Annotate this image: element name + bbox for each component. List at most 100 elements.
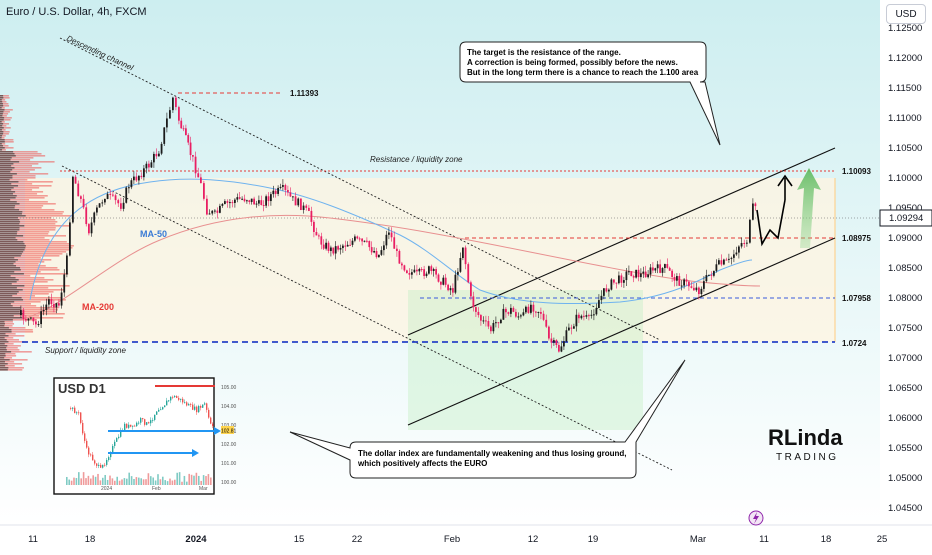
candle-body <box>728 258 730 260</box>
candle-body <box>315 231 318 236</box>
inset-candle-body <box>108 457 110 460</box>
inset-volume-bar <box>92 475 94 485</box>
volume-profile-bar <box>0 351 32 353</box>
inset-candle-body <box>156 411 158 415</box>
candle-body <box>380 250 383 255</box>
volume-profile-bar <box>0 277 45 279</box>
inset-candle-body <box>82 422 84 434</box>
candle-body <box>398 250 401 264</box>
target-arrow-green <box>797 168 821 248</box>
inset-candle-body <box>138 422 140 424</box>
candle-body <box>548 326 550 339</box>
candle-body <box>122 202 125 209</box>
candle-body <box>332 247 335 254</box>
volume-profile-bar-core <box>0 163 14 165</box>
inset-volume-bar <box>87 475 90 485</box>
candle-body <box>487 320 490 327</box>
inset-candle-body <box>124 423 126 431</box>
candle-body <box>344 245 347 247</box>
candle-body <box>475 307 477 312</box>
inset-volume-bar <box>176 472 178 485</box>
volume-profile-bar <box>0 213 63 215</box>
candle-body <box>69 222 71 256</box>
candle-body <box>150 162 153 168</box>
price-tick-4: 1.10500 <box>888 143 922 154</box>
volume-profile-bar <box>0 119 11 121</box>
price-tick-7: 1.09000 <box>888 233 922 244</box>
volume-profile-bar-core <box>0 145 3 147</box>
candle-body <box>313 221 315 232</box>
inset-candle-body <box>186 402 188 406</box>
volume-profile-bar <box>0 307 59 309</box>
candle-body <box>267 196 270 202</box>
inset-xtick-1: Feb <box>152 486 161 492</box>
candle-body <box>464 247 467 265</box>
candle-body <box>192 155 194 157</box>
volume-profile-bar <box>0 103 9 105</box>
volume-profile-bar <box>0 325 13 327</box>
inset-candle-body <box>164 405 166 408</box>
volume-profile-bar-core <box>0 303 11 305</box>
candle-body <box>80 196 82 199</box>
candle-body <box>334 246 337 254</box>
candle-body <box>178 107 180 121</box>
candle-body <box>322 244 325 249</box>
volume-profile-bar <box>0 173 49 175</box>
inset-candle-body <box>200 406 202 408</box>
volume-profile-bar-core <box>0 359 10 361</box>
candle-body <box>703 281 705 289</box>
inset-candle-body <box>188 404 190 406</box>
volume-profile-bar <box>0 329 33 331</box>
candle-body <box>117 200 120 204</box>
candle-body <box>310 210 313 222</box>
ma-200-label: MA-200 <box>82 302 114 312</box>
time-tick-10: 18 <box>821 534 832 545</box>
inset-candle-body <box>84 433 86 441</box>
volume-profile-bar-core <box>0 263 14 265</box>
price-tick-0: 1.12500 <box>888 23 922 34</box>
candle-body <box>277 187 279 194</box>
inset-candle-body <box>178 397 180 400</box>
candle-body <box>590 314 593 316</box>
candle-body <box>45 304 48 310</box>
symbol-title[interactable]: Euro / U.S. Dollar, 4h, FXCM <box>6 6 147 18</box>
volume-profile-bar-core <box>0 187 14 189</box>
candle-body <box>492 322 495 332</box>
candle-body <box>447 284 449 291</box>
inset-candle-body <box>182 398 184 403</box>
candle-body <box>454 274 457 293</box>
volume-profile-bar <box>0 225 70 227</box>
ma-200-line <box>19 214 761 321</box>
candle-body <box>573 326 575 329</box>
candle-body <box>740 243 743 247</box>
inset-candle-body <box>166 400 168 406</box>
callout-dollar-bubble <box>289 359 686 479</box>
candle-body <box>22 310 25 320</box>
accumulation-zone <box>408 290 643 430</box>
volume-profile-bar-core <box>0 261 16 263</box>
inset-candle-body <box>120 430 122 437</box>
candle-body <box>738 246 740 253</box>
current-price-value: 1.09294 <box>889 213 923 224</box>
volume-profile-bar <box>0 205 44 207</box>
currency-button[interactable]: USD <box>886 4 926 24</box>
volume-profile-bar-core <box>0 99 2 101</box>
time-tick-2: 2024 <box>185 534 207 545</box>
candle-body <box>746 242 748 244</box>
volume-profile-bar-core <box>0 205 16 207</box>
candle-body <box>383 245 385 251</box>
candle-body <box>666 264 669 268</box>
volume-profile-bar <box>0 353 16 355</box>
inset-candle-body <box>134 425 136 427</box>
candle-body <box>625 271 628 281</box>
inset-candle-body <box>128 424 130 428</box>
inset-volume-bar <box>140 478 142 485</box>
candle-body <box>270 194 272 202</box>
volume-profile-bar <box>0 303 31 305</box>
volume-profile-bar-core <box>0 217 18 219</box>
candle-body <box>482 320 485 322</box>
candle-body <box>743 243 746 245</box>
volume-profile-bar-core <box>0 315 14 317</box>
volume-profile-bar-core <box>0 363 8 365</box>
